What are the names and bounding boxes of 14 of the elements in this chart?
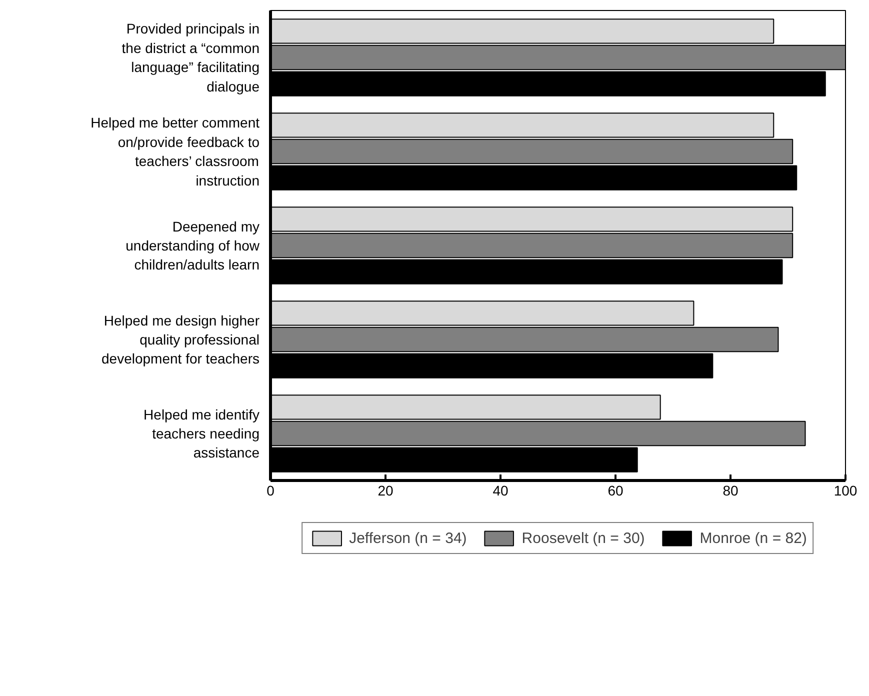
x-tick-label: 20 bbox=[378, 482, 394, 498]
x-tick-label: 100 bbox=[834, 482, 858, 498]
x-tick-label: 0 bbox=[266, 482, 275, 498]
y-tick-label: Helped me identify teachers needing assistance bbox=[144, 406, 260, 461]
y-tick-label: Helped me better comment on/provide feedback to teachers’ classroom instruction bbox=[90, 114, 260, 188]
x-tick-label: 40 bbox=[492, 482, 508, 498]
x-tick-label: 80 bbox=[722, 482, 738, 498]
legend-label: Jefferson (n = 34) bbox=[349, 530, 467, 546]
y-tick-label: Provided principals in the district a “common language” facilitating dialogue bbox=[122, 20, 260, 94]
x-tick-label: 60 bbox=[608, 482, 624, 498]
y-tick-label: Deepened my understanding of how children/adults learn bbox=[126, 218, 260, 273]
legend-label: Roosevelt (n = 30) bbox=[522, 530, 645, 546]
y-tick-label: Helped me design higher quality professional development for teachers bbox=[102, 312, 260, 367]
legend-label: Monroe (n = 82) bbox=[700, 530, 807, 546]
